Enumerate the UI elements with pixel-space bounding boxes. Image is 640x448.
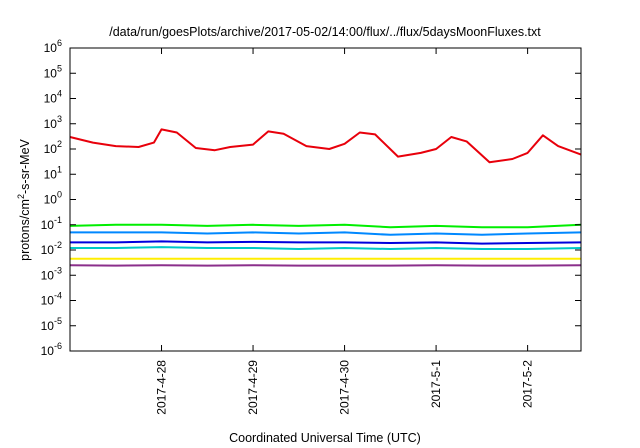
y-tick-label: 10-5 bbox=[41, 316, 62, 333]
y-tick-base: 10 bbox=[41, 344, 55, 358]
y-tick-base: 10 bbox=[41, 218, 55, 232]
y-tick-label: 100 bbox=[44, 190, 62, 207]
y-tick-base: 10 bbox=[44, 92, 58, 106]
y-tick-label: 102 bbox=[44, 139, 62, 156]
x-tick-label: 2017-5-1 bbox=[429, 360, 443, 408]
y-tick-exponent: -6 bbox=[54, 341, 62, 351]
y-tick-exponent: -1 bbox=[54, 215, 62, 225]
tick-layer bbox=[70, 47, 581, 352]
y-tick-label: 10-1 bbox=[41, 215, 62, 232]
y-tick-base: 10 bbox=[41, 294, 55, 308]
y-tick-exponent: -5 bbox=[54, 316, 62, 326]
series-layer bbox=[69, 128, 582, 267]
y-tick-label: 10-3 bbox=[41, 265, 62, 282]
plot-frame bbox=[69, 47, 582, 352]
y-tick-label: 103 bbox=[44, 114, 62, 131]
y-tick-exponent: -2 bbox=[54, 240, 62, 250]
y-tick-exponent: 3 bbox=[57, 114, 62, 124]
x-tick-label: 2017-4-28 bbox=[155, 360, 169, 415]
series-line-4 bbox=[70, 246, 582, 250]
series-line-5 bbox=[70, 240, 582, 245]
y-tick-base: 10 bbox=[44, 167, 58, 181]
y-tick-exponent: -4 bbox=[54, 291, 62, 301]
y-tick-label: 104 bbox=[44, 89, 62, 106]
label-layer: 10-610-510-410-310-210-11001011021031041… bbox=[41, 38, 535, 415]
y-tick-label: 101 bbox=[44, 164, 62, 181]
y-tick-exponent: -3 bbox=[54, 265, 62, 275]
y-tick-label: 10-4 bbox=[41, 291, 62, 308]
x-tick-label: 2017-4-30 bbox=[338, 360, 352, 415]
y-tick-exponent: 2 bbox=[57, 139, 62, 149]
y-tick-base: 10 bbox=[41, 243, 55, 257]
y-tick-base: 10 bbox=[41, 319, 55, 333]
y-axis-label-main: protons/cm bbox=[18, 199, 32, 261]
y-tick-label: 106 bbox=[44, 38, 62, 55]
x-tick-label: 2017-5-2 bbox=[521, 360, 535, 408]
y-tick-exponent: 0 bbox=[57, 190, 62, 200]
y-tick-label: 105 bbox=[44, 63, 62, 80]
y-tick-base: 10 bbox=[44, 142, 58, 156]
y-tick-exponent: 5 bbox=[57, 63, 62, 73]
y-axis-label: protons/cm2-s-sr-MeV bbox=[16, 138, 32, 260]
series-line-3 bbox=[70, 231, 582, 236]
y-tick-base: 10 bbox=[44, 193, 58, 207]
chart-title: /data/run/goesPlots/archive/2017-05-02/1… bbox=[109, 25, 541, 39]
y-axis-label-superscript: 2 bbox=[16, 194, 26, 199]
y-tick-base: 10 bbox=[44, 117, 58, 131]
y-tick-exponent: 4 bbox=[57, 89, 62, 99]
x-tick-label: 2017-4-29 bbox=[246, 360, 260, 415]
x-axis-label: Coordinated Universal Time (UTC) bbox=[229, 431, 421, 445]
y-tick-exponent: 1 bbox=[57, 164, 62, 174]
series-line-1 bbox=[69, 128, 582, 164]
y-tick-base: 10 bbox=[44, 66, 58, 80]
y-tick-label: 10-6 bbox=[41, 341, 62, 358]
y-tick-base: 10 bbox=[41, 268, 55, 282]
y-axis-label-rest: -s-sr-MeV bbox=[18, 138, 32, 194]
y-tick-base: 10 bbox=[44, 41, 58, 55]
y-tick-label: 10-2 bbox=[41, 240, 62, 257]
y-tick-exponent: 6 bbox=[57, 38, 62, 48]
series-line-2 bbox=[69, 223, 582, 229]
